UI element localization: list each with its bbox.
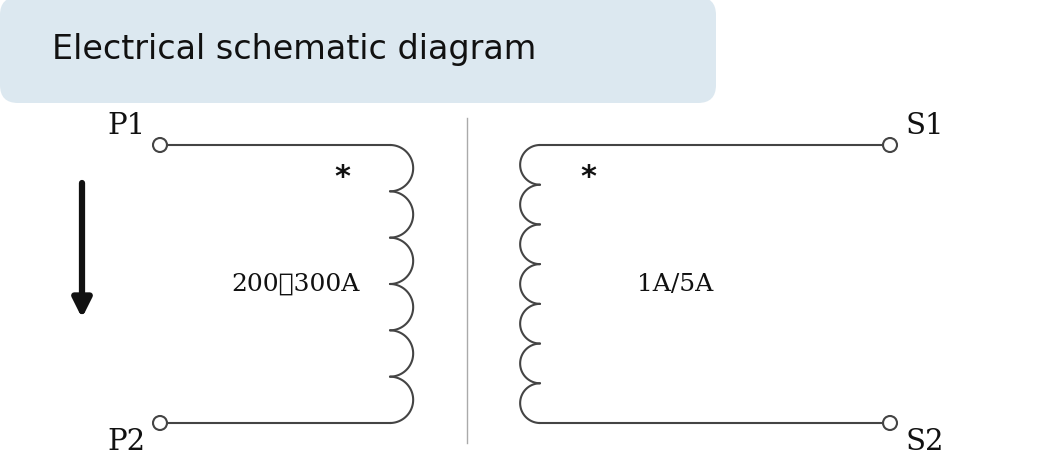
Text: *: *	[580, 163, 596, 192]
Text: Electrical schematic diagram: Electrical schematic diagram	[52, 34, 536, 67]
Text: P1: P1	[107, 112, 145, 140]
Text: S2: S2	[905, 428, 943, 456]
Text: 200～300A: 200～300A	[231, 272, 359, 296]
FancyBboxPatch shape	[0, 0, 716, 103]
Text: *: *	[334, 163, 350, 192]
Text: P2: P2	[107, 428, 145, 456]
Text: S1: S1	[905, 112, 943, 140]
Text: 1A/5A: 1A/5A	[637, 272, 713, 296]
